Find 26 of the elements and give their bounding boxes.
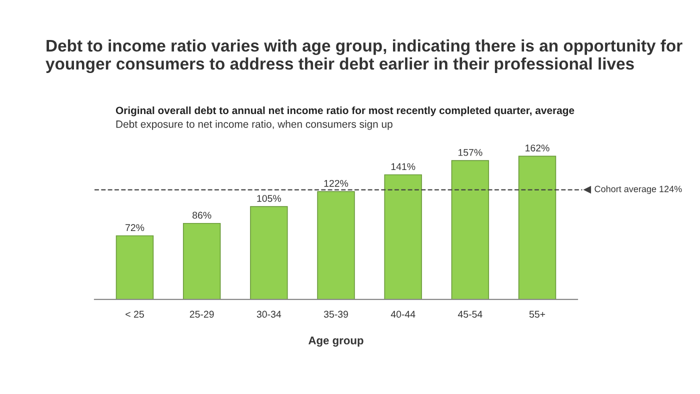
x-tick-label: 35-39 [324, 310, 348, 318]
bar [317, 191, 355, 300]
x-tick-label: 25-29 [190, 310, 214, 318]
x-tick-label: 30-34 [256, 310, 282, 318]
bar [384, 174, 422, 300]
bar [451, 160, 490, 300]
bar [182, 222, 221, 300]
ref-line-label: Cohort average 124% [594, 186, 682, 194]
bar [518, 156, 556, 300]
x-tick-label: < 25 [126, 310, 144, 318]
data-label: 162% [526, 144, 550, 152]
data-label: 86% [192, 212, 212, 219]
data-label: 72% [126, 224, 144, 232]
data-label: 141% [391, 163, 416, 170]
x-tick-label: 40-44 [390, 310, 416, 318]
x-tick-label: 45-54 [458, 310, 482, 318]
x-tick-label: 55+ [529, 310, 546, 318]
bar [116, 235, 154, 300]
data-label: 122% [324, 180, 348, 187]
chart-subtitle: Original overall debt to annual net income ratio for most recently completed quarter, average [116, 106, 574, 116]
x-axis-title: Age group [308, 336, 364, 347]
chart-title: Debt to income ratio varies with age group, indicating there is an opportunity for younger consumers to address their debt earlier in their professional lives [46, 39, 682, 74]
data-label: 105% [257, 194, 282, 202]
text: Debt exposure to net income ratio, when consumers sign up [116, 120, 392, 130]
data-label: 157% [458, 149, 482, 156]
bar [250, 206, 288, 300]
